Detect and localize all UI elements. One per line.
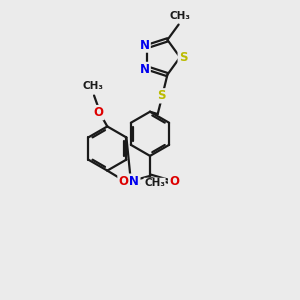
Text: O: O (118, 175, 128, 188)
Text: HN: HN (119, 175, 139, 188)
Text: O: O (169, 175, 179, 188)
Text: CH₃: CH₃ (82, 81, 103, 91)
Text: N: N (140, 38, 150, 52)
Text: O: O (94, 106, 103, 119)
Text: CH₃: CH₃ (144, 178, 165, 188)
Text: S: S (179, 51, 187, 64)
Text: CH₃: CH₃ (169, 11, 190, 21)
Text: N: N (140, 63, 150, 76)
Text: S: S (157, 89, 166, 102)
